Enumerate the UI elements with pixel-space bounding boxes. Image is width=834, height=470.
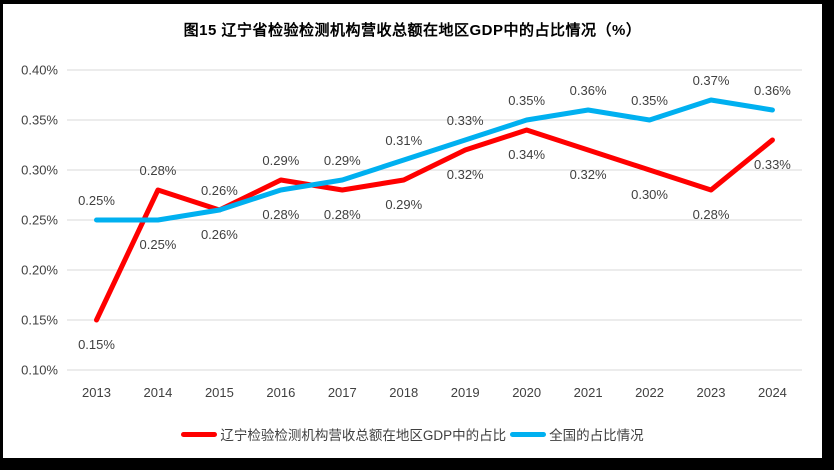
data-label-national-2018: 0.31% — [385, 133, 422, 148]
data-label-liaoning-2023: 0.28% — [693, 207, 730, 222]
data-label-national-2014: 0.25% — [140, 237, 177, 252]
x-axis-tick-label: 2022 — [635, 385, 664, 400]
x-axis-tick-label: 2023 — [697, 385, 726, 400]
data-label-liaoning-2021: 0.32% — [570, 167, 607, 182]
data-label-liaoning-2019: 0.32% — [447, 167, 484, 182]
data-label-national-2015: 0.26% — [201, 227, 238, 242]
x-axis-tick-label: 2015 — [205, 385, 234, 400]
data-label-liaoning-2014: 0.28% — [140, 163, 177, 178]
data-label-liaoning-2013: 0.15% — [78, 337, 115, 352]
x-axis-tick-label: 2020 — [512, 385, 541, 400]
y-axis-tick-label: 0.35% — [21, 113, 58, 128]
x-axis-tick-label: 2017 — [328, 385, 357, 400]
x-axis-tick-label: 2021 — [574, 385, 603, 400]
x-axis-tick-label: 2014 — [143, 385, 172, 400]
legend-line-marker-national — [510, 431, 547, 437]
x-axis-tick-label: 2018 — [389, 385, 418, 400]
data-label-national-2016: 0.28% — [262, 207, 299, 222]
y-axis-tick-label: 0.20% — [21, 263, 58, 278]
x-axis-tick-label: 2016 — [266, 385, 295, 400]
legend-item-national: 全国的占比情况 — [510, 424, 644, 444]
legend-line-marker-liaoning — [181, 431, 218, 437]
legend: 辽宁检验检测机构营收总额在地区GDP中的占比 全国的占比情况 — [3, 424, 822, 444]
data-label-liaoning-2016: 0.29% — [262, 153, 299, 168]
series-line-liaoning — [94, 127, 775, 323]
data-label-liaoning-2024: 0.33% — [754, 157, 791, 172]
data-label-liaoning-2022: 0.30% — [631, 187, 668, 202]
series-line-national — [94, 97, 775, 223]
x-axis-tick-label: 2019 — [451, 385, 480, 400]
y-axis-tick-label: 0.15% — [21, 313, 58, 328]
y-axis-tick-label: 0.40% — [21, 63, 58, 78]
x-axis-tick-label: 2013 — [82, 385, 111, 400]
data-label-national-2024: 0.36% — [754, 83, 791, 98]
chart-title: 图15 辽宁省检验检测机构营收总额在地区GDP中的占比情况（%） — [183, 22, 642, 39]
data-label-national-2021: 0.36% — [570, 83, 607, 98]
legend-label-national: 全国的占比情况 — [549, 428, 644, 443]
line-chart-plot-area: 0.10% 0.15% 0.20% 0.25% 0.30% 0.35% 0.40% 2013 2… — [21, 63, 802, 400]
data-label-liaoning-2017: 0.28% — [324, 207, 361, 222]
data-label-liaoning-2020: 0.34% — [508, 147, 545, 162]
data-label-national-2023: 0.37% — [693, 73, 730, 88]
data-label-national-2020: 0.35% — [508, 93, 545, 108]
y-axis-tick-label: 0.25% — [21, 213, 58, 228]
data-label-liaoning-2015: 0.26% — [201, 183, 238, 198]
data-label-national-2022: 0.35% — [631, 93, 668, 108]
x-axis-tick-label: 2024 — [758, 385, 787, 400]
legend-item-liaoning: 辽宁检验检测机构营收总额在地区GDP中的占比 — [181, 424, 506, 444]
y-axis-tick-label: 0.10% — [21, 363, 58, 378]
data-label-national-2019: 0.33% — [447, 113, 484, 128]
y-axis-tick-label: 0.30% — [21, 163, 58, 178]
data-label-liaoning-2018: 0.29% — [385, 197, 422, 212]
data-label-national-2017: 0.29% — [324, 153, 361, 168]
legend-label-liaoning: 辽宁检验检测机构营收总额在地区GDP中的占比 — [220, 428, 507, 443]
data-label-national-2013: 0.25% — [78, 193, 115, 208]
